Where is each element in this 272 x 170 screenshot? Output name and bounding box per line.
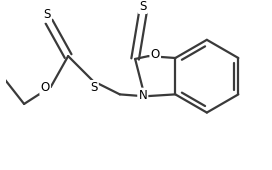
Text: O: O (151, 48, 160, 61)
Text: S: S (43, 8, 51, 21)
Text: S: S (139, 0, 147, 13)
Text: O: O (41, 81, 50, 94)
Text: N: N (138, 89, 147, 102)
Text: S: S (90, 81, 98, 94)
